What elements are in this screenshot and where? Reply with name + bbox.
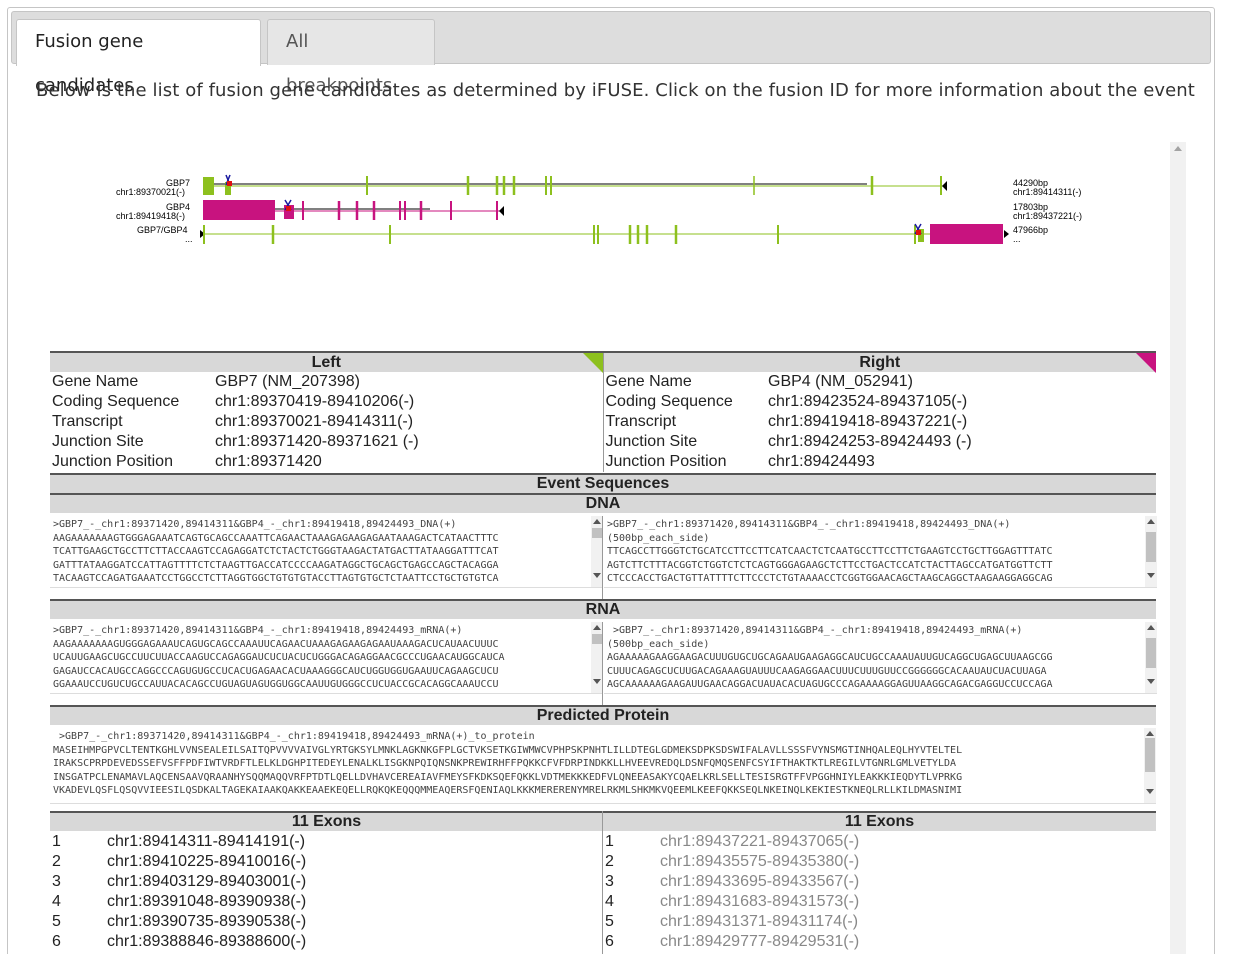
exon-number: 6 <box>52 933 61 950</box>
row3-right-coord: ... <box>1013 234 1021 244</box>
tab-all-breakpoints[interactable]: All breakpoints <box>267 19 435 96</box>
row2-size: 17803bp <box>1013 202 1049 212</box>
left-header-label: Left <box>311 353 341 371</box>
row1-right-coord: chr1:89414311(-) <box>1013 187 1082 197</box>
rna-right-textarea[interactable]: >GBP7_-_chr1:89371420,89414311&GBP4_-_ch… <box>604 622 1157 694</box>
exon-number: 1 <box>605 833 614 850</box>
fusion-diagram: GBP7 chr1:89370021(-) GBP4 chr1:89419418… <box>110 168 1110 258</box>
left-cds: chr1:89370419-89410206(-) <box>215 392 604 412</box>
row1-coord: chr1:89370021(-) <box>116 187 186 197</box>
right-cds: chr1:89423524-89437105(-) <box>768 393 968 410</box>
rna-left-textarea[interactable]: >GBP7_-_chr1:89371420,89414311&GBP4_-_ch… <box>50 622 603 694</box>
intro-text: Below is the list of fusion gene candida… <box>36 80 1195 101</box>
exon-range: chr1:89391048-89390938(-) <box>107 893 307 910</box>
right-junction-site: chr1:89424253-89424493 (-) <box>768 433 972 450</box>
left-header: Left <box>50 351 604 373</box>
rna-header: RNA <box>50 599 1156 619</box>
right-header: Right <box>603 351 1156 373</box>
exon-number: 3 <box>52 873 61 890</box>
exon-range: chr1:89431683-89431573(-) <box>660 893 860 910</box>
row1-name: GBP7 <box>166 178 191 188</box>
row3-name: GBP7/GBP4 <box>137 225 188 235</box>
exon-number: 2 <box>52 853 61 870</box>
right-junction-pos-label: Junction Position <box>605 453 727 470</box>
right-junction-pos: chr1:89424493 <box>768 453 875 470</box>
row2-coord: chr1:89419418(-) <box>116 211 186 221</box>
row1-size: 44290bp <box>1013 178 1049 188</box>
exon-range: chr1:89433695-89433567(-) <box>660 873 860 890</box>
gene-info-table: Left Right Gene Name GBP7 (NM_207398) Ge… <box>50 351 1156 472</box>
exon-range: chr1:89410225-89410016(-) <box>107 853 307 870</box>
panel-scrollbar[interactable] <box>1170 142 1186 954</box>
protein-scrollbar[interactable] <box>1144 728 1156 803</box>
dna-right-text: >GBP7_-_chr1:89371420,89414311&GBP4_-_ch… <box>607 519 1053 584</box>
exon-number: 5 <box>605 913 614 930</box>
left-junction-pos-label: Junction Position <box>52 453 173 470</box>
rna-right-scrollbar[interactable] <box>1145 622 1157 693</box>
protein-header: Predicted Protein <box>50 705 1156 725</box>
dna-right-textarea[interactable]: >GBP7_-_chr1:89371420,89414311&GBP4_-_ch… <box>604 516 1157 588</box>
dna-right-scrollbar[interactable] <box>1145 516 1157 587</box>
left-cds-label: Coding Sequence <box>52 393 180 410</box>
exon-number: 3 <box>605 873 614 890</box>
exon-number: 6 <box>605 933 614 950</box>
tab-fusion-gene-candidates[interactable]: Fusion gene candidates <box>16 19 261 96</box>
gene-structure-svg <box>200 174 1009 244</box>
row3-size: 47966bp <box>1013 225 1049 235</box>
left-gene-name-label: Gene Name <box>52 373 139 390</box>
exon-range: chr1:89435575-89435380(-) <box>660 853 860 870</box>
right-cds-label: Coding Sequence <box>605 393 733 410</box>
left-junction-site-label: Junction Site <box>52 433 144 450</box>
left-gene-name: GBP7 (NM_207398) <box>215 372 604 392</box>
row3-coord: ... <box>185 234 193 244</box>
exon-range: chr1:89431371-89431174(-) <box>660 913 859 930</box>
left-transcript-label: Transcript <box>52 413 123 430</box>
exon-range: chr1:89390735-89390538(-) <box>107 913 307 930</box>
row2-right-coord: chr1:89437221(-) <box>1013 211 1083 221</box>
exon-range: chr1:89437221-89437065(-) <box>660 833 860 850</box>
exon-number: 4 <box>52 893 61 910</box>
left-color-corner <box>582 353 603 373</box>
right-header-label: Right <box>859 353 901 371</box>
exon-range: chr1:89429777-89429531(-) <box>660 933 860 950</box>
right-gene-name-label: Gene Name <box>605 373 692 390</box>
tab-bar: Fusion gene candidates All breakpoints <box>11 11 1211 96</box>
left-exons-header: 11 Exons <box>50 811 603 831</box>
exon-range: chr1:89388846-89388600(-) <box>107 933 307 950</box>
dna-left-textarea[interactable]: >GBP7_-_chr1:89371420,89414311&GBP4_-_ch… <box>50 516 603 588</box>
exons-divider <box>602 811 603 954</box>
rna-divider <box>602 622 603 706</box>
right-junction-site-label: Junction Site <box>605 433 698 450</box>
dna-left-text: >GBP7_-_chr1:89371420,89414311&GBP4_-_ch… <box>53 519 499 584</box>
exon-range: chr1:89403129-89403001(-) <box>107 873 307 890</box>
left-junction-site: chr1:89371420-89371621 (-) <box>215 432 604 452</box>
exon-range: chr1:89414311-89414191(-) <box>107 833 306 850</box>
dna-header: DNA <box>50 493 1156 513</box>
event-sequences-header: Event Sequences <box>50 473 1156 493</box>
protein-textarea[interactable]: >GBP7_-_chr1:89371420,89414311&GBP4_-_ch… <box>50 728 1156 804</box>
dna-divider <box>602 516 603 600</box>
rna-left-scrollbar[interactable] <box>591 622 603 693</box>
exon-number: 2 <box>605 853 614 870</box>
exon-number: 5 <box>52 913 61 930</box>
right-gene-name: GBP4 (NM_052941) <box>768 373 913 390</box>
rna-left-text: >GBP7_-_chr1:89371420,89414311&GBP4_-_ch… <box>53 625 505 690</box>
left-junction-pos: chr1:89371420 <box>215 452 604 472</box>
dna-left-scrollbar[interactable] <box>591 516 603 587</box>
right-transcript: chr1:89419418-89437221(-) <box>768 413 968 430</box>
protein-text: >GBP7_-_chr1:89371420,89414311&GBP4_-_ch… <box>53 731 963 796</box>
row2-name: GBP4 <box>166 202 191 212</box>
exon-number: 1 <box>52 833 61 850</box>
rna-right-text: >GBP7_-_chr1:89371420,89414311&GBP4_-_ch… <box>607 625 1053 690</box>
scroll-up-icon[interactable] <box>1174 146 1182 151</box>
right-exons-header: 11 Exons <box>603 811 1156 831</box>
left-transcript: chr1:89370021-89414311(-) <box>215 412 604 432</box>
exon-number: 4 <box>605 893 614 910</box>
right-color-corner <box>1136 353 1156 373</box>
right-transcript-label: Transcript <box>605 413 677 430</box>
